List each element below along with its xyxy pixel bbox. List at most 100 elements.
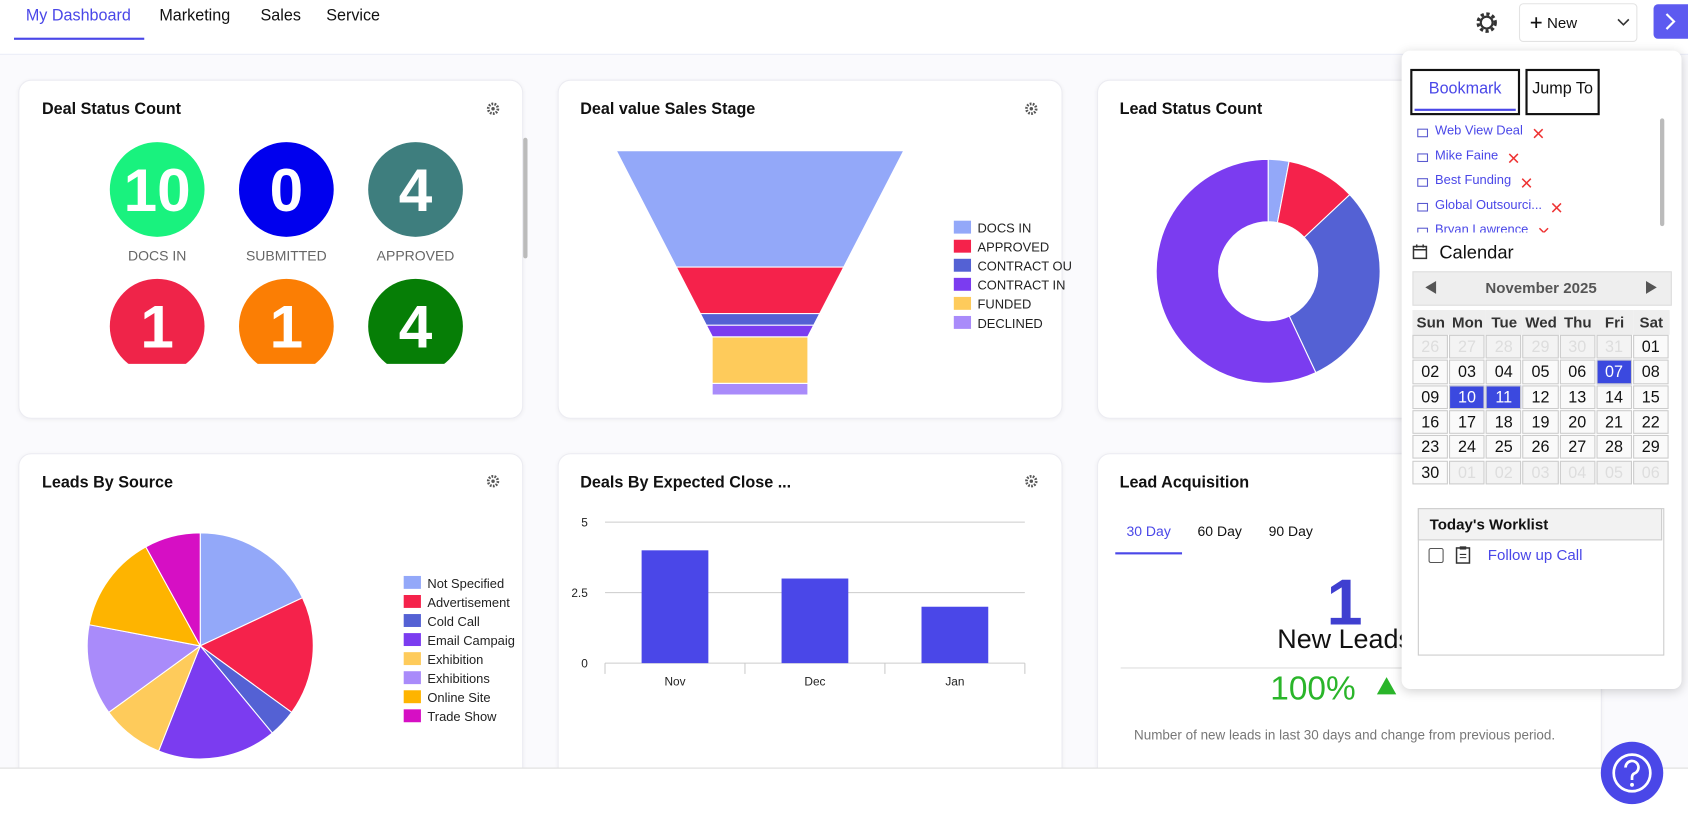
bookmark-remove[interactable] — [1508, 150, 1519, 164]
calendar-day[interactable]: 15 — [1632, 384, 1669, 409]
calendar-day[interactable]: 07 — [1596, 359, 1632, 384]
calendar-day[interactable]: 31 — [1596, 334, 1632, 359]
calendar-day[interactable]: 03 — [1449, 359, 1485, 384]
bookmark-icon — [1417, 199, 1430, 212]
status-circle — [238, 142, 334, 237]
tab-underline — [13, 37, 145, 40]
nav-tab[interactable]: My Dashboard — [25, 6, 131, 25]
calendar-day[interactable]: 01 — [1449, 460, 1485, 485]
legend-label: Cold Call — [427, 614, 479, 629]
card-title: Deals By Expected Close ... — [580, 473, 792, 492]
period-tab[interactable]: 60 Day — [1197, 523, 1242, 540]
bookmark-link[interactable]: Best Funding — [1435, 172, 1512, 188]
card-title: Deal Status Count — [41, 100, 182, 119]
calendar-day[interactable]: 10 — [1449, 384, 1485, 409]
calendar-day[interactable]: 06 — [1559, 359, 1596, 384]
calendar-day[interactable]: 14 — [1596, 384, 1632, 409]
legend-label: DECLINED — [977, 316, 1042, 331]
calendar-day[interactable]: 24 — [1449, 435, 1485, 460]
calendar-day[interactable]: 28 — [1485, 334, 1522, 359]
status-count: 4 — [399, 293, 433, 361]
calendar-day[interactable]: 23 — [1412, 435, 1449, 460]
status-circle — [368, 278, 463, 364]
up-arrow — [1376, 676, 1398, 695]
worklist-item[interactable]: Follow up Call — [1487, 545, 1583, 564]
worklist-checkbox[interactable] — [1428, 547, 1444, 564]
deal-status-grid: 10 DOCS IN 0 SUBMITTED 4 APPROVED 1 1 4 — [109, 142, 463, 364]
legend-swatch — [403, 671, 421, 685]
period-tab[interactable]: 90 Day — [1268, 523, 1313, 540]
legend-label: APPROVED — [977, 240, 1049, 255]
calendar-day[interactable]: 13 — [1559, 384, 1596, 409]
x-tick-label: Jan — [945, 675, 964, 689]
bar — [921, 606, 989, 664]
period-tab[interactable]: 30 Day — [1126, 523, 1171, 540]
card-settings-icon-core — [491, 107, 495, 111]
legend-label: DOCS IN — [977, 221, 1031, 236]
panel-toggle[interactable] — [1653, 4, 1688, 39]
help-icon — [1612, 753, 1652, 793]
help-button[interactable] — [1600, 741, 1664, 805]
calendar-day[interactable]: 30 — [1412, 460, 1449, 485]
calendar-day[interactable]: 04 — [1559, 460, 1596, 485]
card-settings-icon — [1025, 475, 1038, 488]
calendar-day[interactable]: 09 — [1412, 384, 1449, 409]
calendar-day[interactable]: 05 — [1596, 460, 1632, 485]
bookmark-link[interactable]: Global Outsourci... — [1435, 197, 1542, 213]
calendar-day[interactable]: 29 — [1522, 334, 1559, 359]
calendar-day[interactable]: 17 — [1449, 410, 1485, 435]
bookmark-icon — [1417, 150, 1430, 163]
jump-tab[interactable] — [1525, 68, 1600, 116]
calendar-day[interactable]: 30 — [1559, 334, 1596, 359]
card-settings-icon — [486, 102, 500, 115]
bookmark-remove[interactable] — [1533, 125, 1544, 139]
calendar-day[interactable]: 08 — [1632, 359, 1669, 384]
calendar-day[interactable]: 02 — [1485, 460, 1522, 485]
nav-tab[interactable]: Service — [326, 6, 381, 25]
calendar-day[interactable]: 03 — [1522, 460, 1559, 485]
calendar-day[interactable]: 02 — [1412, 359, 1449, 384]
calendar-day[interactable]: 01 — [1632, 334, 1669, 359]
calendar-day[interactable]: 06 — [1632, 460, 1669, 485]
pie-slice — [86, 624, 202, 714]
bookmark-remove[interactable] — [1538, 224, 1549, 233]
bookmark-link[interactable]: Mike Faine — [1435, 147, 1499, 163]
calendar-day[interactable]: 27 — [1559, 435, 1596, 460]
calendar-day[interactable]: 16 — [1412, 410, 1449, 435]
card-settings-icon-core — [491, 479, 495, 483]
legend-label: CONTRACT IN — [977, 278, 1065, 293]
calendar-day[interactable]: 12 — [1522, 384, 1559, 409]
new-button[interactable]: New — [1518, 3, 1638, 42]
calendar-day[interactable]: 04 — [1485, 359, 1522, 384]
calendar-day[interactable]: 21 — [1596, 410, 1632, 435]
calendar-day[interactable]: 28 — [1596, 435, 1632, 460]
legend-swatch — [403, 709, 421, 723]
card-title: Lead Status Count — [1119, 100, 1263, 119]
calendar-day[interactable]: 05 — [1522, 359, 1559, 384]
funnel-segment — [699, 313, 821, 326]
nav-tab[interactable]: Marketing — [159, 6, 231, 25]
settings-icon[interactable] — [1474, 10, 1500, 36]
nav-tab[interactable]: Sales — [260, 6, 301, 25]
calendar-day[interactable]: 26 — [1522, 435, 1559, 460]
calendar-day[interactable]: 22 — [1632, 410, 1669, 435]
bookmark-remove[interactable] — [1521, 174, 1532, 188]
legend-swatch — [403, 633, 421, 647]
legend-swatch — [403, 690, 421, 704]
pie-slice — [1288, 193, 1381, 374]
calendar-day[interactable]: 29 — [1632, 435, 1669, 460]
calendar-day[interactable]: 20 — [1559, 410, 1596, 435]
bookmark-link[interactable]: Web View Deal — [1435, 122, 1523, 138]
bookmark-remove[interactable] — [1551, 199, 1562, 213]
calendar-day[interactable]: 18 — [1485, 410, 1522, 435]
calendar-day[interactable]: 11 — [1485, 384, 1522, 409]
calendar-day[interactable]: 19 — [1522, 410, 1559, 435]
calendar-day[interactable]: 25 — [1485, 435, 1522, 460]
bookmark-tab[interactable] — [1410, 68, 1521, 116]
calendar-day[interactable]: 27 — [1449, 334, 1485, 359]
bookmark-link[interactable]: Bryan Lawrence — [1435, 221, 1529, 233]
status-circle — [239, 278, 334, 364]
weekday: Tue — [1485, 310, 1523, 335]
legend-label: Online Site — [427, 690, 490, 705]
calendar-day[interactable]: 26 — [1412, 334, 1449, 359]
